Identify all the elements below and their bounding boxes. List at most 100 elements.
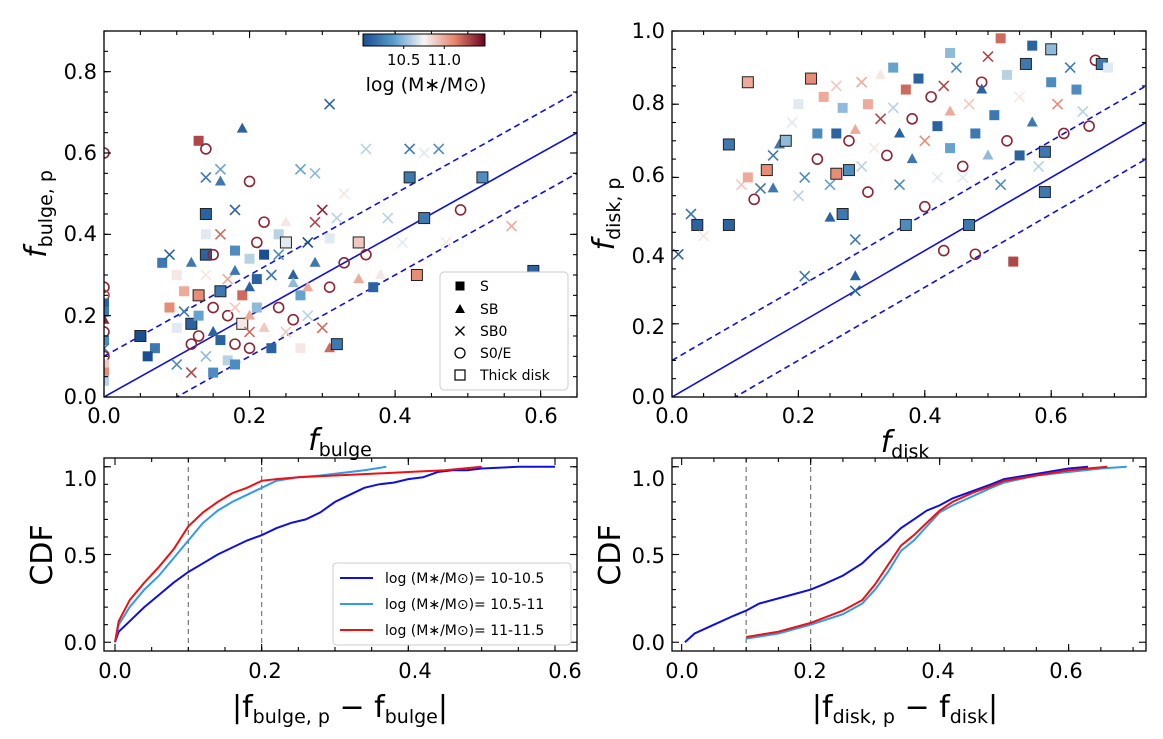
point-sb0 [995,179,1007,191]
disk-cdf-ytick: 1.0 [632,467,665,491]
offset-line [175,172,577,397]
point-sb0 [316,204,328,216]
disk-cdf-ticks [672,458,1146,651]
point-s0e [881,149,893,162]
cdf-series-line [114,465,555,643]
point-thick-disk [236,317,249,330]
point-sb [104,313,110,324]
point-s [368,282,379,293]
point-thick-disk [199,248,212,261]
point-thick-disk [836,208,849,220]
point-s [215,335,226,346]
point-s [193,135,204,146]
point-s [945,47,956,58]
point-s [104,335,109,346]
point-thick-disk [330,338,343,351]
point-sb0 [874,113,887,125]
bulge-cdf-plot-area [114,458,555,651]
point-sb [185,256,197,267]
point-s0e [104,326,110,338]
bulge-scatter-xtick: 0.0 [87,404,120,428]
disk-scatter-xlabel: fdisk [881,425,930,463]
colorbar-tick-label: 10.5 [387,51,420,69]
point-s [932,121,943,132]
point-s [171,322,182,333]
point-sb0 [178,306,190,318]
point-s [259,249,270,260]
point-sb0 [265,269,277,281]
point-s [229,245,240,256]
point-s [837,102,848,113]
disk-scatter-ytick: 0.8 [632,91,665,115]
disk-cdf-xtick: 0.4 [921,659,954,683]
point-sb0 [243,326,256,338]
offset-line [733,158,1146,397]
point-sb0 [185,367,197,379]
point-sb0 [396,236,408,249]
point-s0e [843,135,855,147]
point-s [251,302,262,313]
point-sb [244,281,256,292]
point-sb0 [868,142,880,154]
point-sb0 [104,342,110,354]
disk-cdf-xtick: 0.2 [793,659,826,683]
bulge-scatter-ytick: 0.0 [64,385,97,409]
disk-cdf-xtick: 0.6 [1049,659,1082,683]
point-sb0 [849,285,861,297]
point-sb0 [767,149,779,162]
point-sb [849,123,861,134]
point-s0e [104,350,110,363]
point-sb [976,83,988,94]
point-s0e [104,281,110,293]
cdf-legend-box [332,562,572,646]
point-s [157,257,168,268]
point-s0e [221,309,234,322]
point-sb0 [309,216,321,228]
point-sb0 [505,220,518,232]
point-s [237,290,248,301]
legend-label: SB0 [480,324,507,340]
point-sb0 [324,98,336,110]
point-thick-disk [722,138,735,151]
point-thick-disk [1019,57,1032,70]
point-sb0 [280,326,292,338]
disk-scatter-ticks [671,30,1147,398]
point-s [149,343,160,354]
bulge-scatter-xtick: 0.6 [524,404,557,428]
point-s [900,84,911,95]
point-s [1008,256,1019,267]
point-sb0 [316,322,328,334]
point-sb0 [931,171,944,183]
point-s0e [200,143,212,155]
point-s0e [338,256,350,269]
point-s [945,143,956,154]
point-sb [1026,116,1038,127]
point-thick-disk [830,167,843,180]
point-s [251,274,262,285]
point-thick-disk [279,236,292,249]
disk-scatter-xtick: 0.6 [1034,404,1067,428]
point-thick-disk [899,218,912,231]
point-s0e [192,330,205,342]
point-s0e [969,248,982,261]
point-sb [236,122,248,133]
legend-circle-marker [454,347,466,359]
panel-disk-cdf: 0.0 0.2 0.4 0.6 0.0 0.5 1.0 CDF |fdisk, … [593,457,1147,728]
point-thick-disk [192,289,205,302]
disk-scatter-xtick: 0.0 [655,404,688,428]
disk-scatter-plot-area [672,33,1146,397]
point-sb0 [1064,62,1076,74]
cdf-series-line [114,465,387,643]
point-thick-disk [403,171,416,184]
point-sb0 [200,171,212,183]
point-sb0 [856,160,868,172]
point-s0e [207,301,219,314]
point-sb [287,277,299,288]
cdf-series-line [746,465,1127,640]
point-s [793,99,804,110]
point-sb [767,182,779,193]
point-s0e [454,204,467,216]
point-sb0 [792,190,804,202]
panel-bulge-scatter: 0.0 0.2 0.4 0.6 0.0 0.2 0.4 0.6 0.8 fbul… [19,30,578,461]
point-thick-disk [779,134,792,147]
